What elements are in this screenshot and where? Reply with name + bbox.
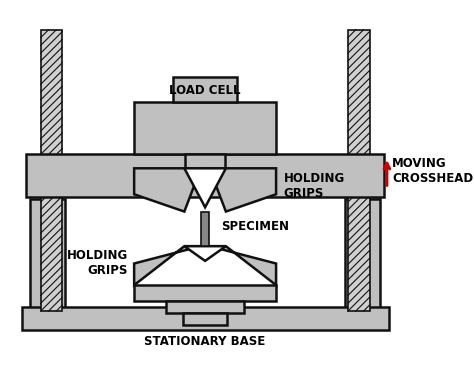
Polygon shape [184, 246, 226, 261]
Bar [185, 153, 225, 168]
Bar [348, 30, 370, 160]
Text: MOVING
CROSSHEAD: MOVING CROSSHEAD [392, 157, 473, 185]
Polygon shape [134, 246, 201, 285]
Bar [22, 307, 389, 330]
Bar [26, 153, 384, 197]
Polygon shape [210, 168, 276, 211]
Polygon shape [134, 168, 201, 211]
Text: STATIONARY BASE: STATIONARY BASE [145, 335, 266, 348]
Text: LOAD CELL: LOAD CELL [169, 84, 241, 97]
Bar [41, 30, 62, 160]
Bar [166, 301, 244, 313]
Bar [346, 199, 380, 313]
Bar [134, 102, 276, 153]
Text: HOLDING
GRIPS: HOLDING GRIPS [67, 249, 128, 277]
Bar [173, 77, 237, 102]
Polygon shape [210, 246, 276, 285]
Bar [348, 194, 370, 311]
Bar [183, 313, 227, 325]
Bar [201, 211, 210, 246]
Bar [134, 285, 276, 301]
Polygon shape [184, 168, 226, 207]
Text: SPECIMEN: SPECIMEN [221, 220, 289, 233]
Bar [30, 199, 65, 313]
Text: HOLDING
GRIPS: HOLDING GRIPS [284, 172, 345, 200]
Bar [41, 194, 62, 311]
